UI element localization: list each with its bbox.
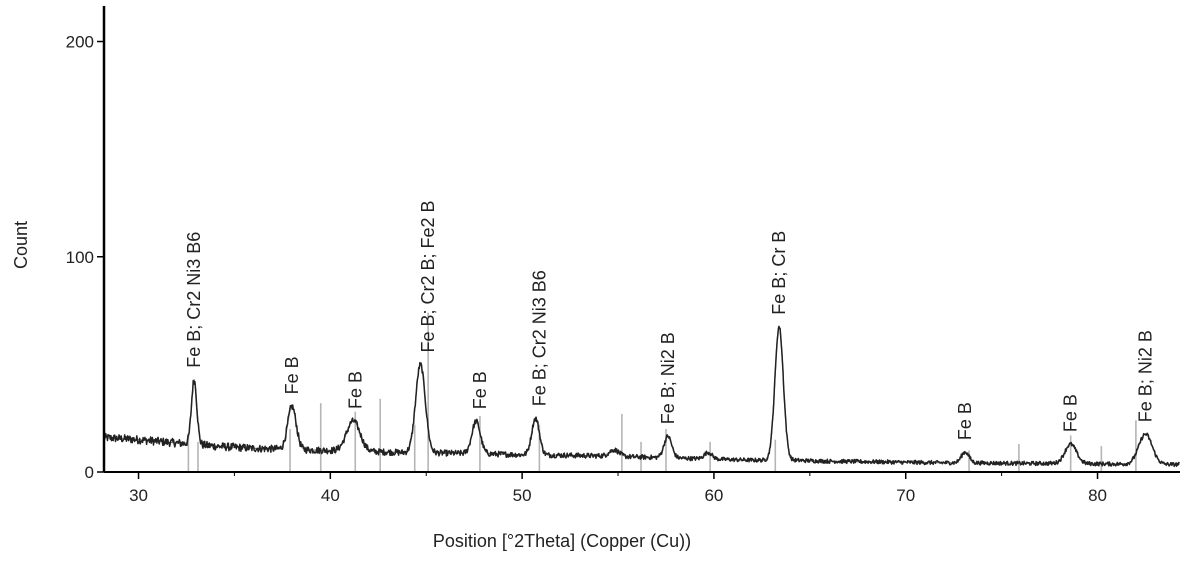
- peak-annotation: Fe B: [470, 371, 490, 409]
- peak-annotation: Fe B; Ni2 B: [1136, 330, 1156, 422]
- peak-annotation: Fe B: [1061, 394, 1081, 432]
- peak-annotation: Fe B; Cr2 B; Fe2 B: [418, 200, 438, 352]
- x-tick-label: 80: [1088, 486, 1107, 505]
- peak-annotation: Fe B: [282, 356, 302, 394]
- peak-annotation: Fe B; Cr2 Ni3 B6: [529, 270, 549, 406]
- y-tick-label: 200: [66, 33, 94, 52]
- data-curve: [103, 325, 1181, 468]
- x-tick-label: 30: [129, 486, 148, 505]
- data-curve-group: [103, 325, 1181, 468]
- y-tick-label: 0: [85, 463, 94, 482]
- peak-annotations: Fe B; Cr2 Ni3 B6 Fe B Fe B Fe B; Cr2 B; Fe2…: [184, 200, 1155, 440]
- x-tick-label: 40: [321, 486, 340, 505]
- peak-annotation: Fe B; Cr2 Ni3 B6: [184, 232, 204, 368]
- y-axis-title: Count: [11, 221, 31, 269]
- axes: 0 100 200 30 40 50 60 70 80: [66, 6, 1180, 505]
- y-tick-label: 100: [66, 248, 94, 267]
- x-tick-label: 70: [896, 486, 915, 505]
- peak-annotation: Fe B; Cr B: [769, 231, 789, 315]
- x-axis-title: Position [°2Theta] (Copper (Cu)): [433, 531, 691, 551]
- reference-lines: [187, 312, 1137, 472]
- peak-annotation: Fe B: [955, 402, 975, 440]
- x-tick-label: 60: [704, 486, 723, 505]
- peak-annotation: Fe B; Ni2 B: [658, 332, 678, 424]
- x-tick-label: 50: [513, 486, 532, 505]
- peak-annotation: Fe B: [345, 371, 365, 409]
